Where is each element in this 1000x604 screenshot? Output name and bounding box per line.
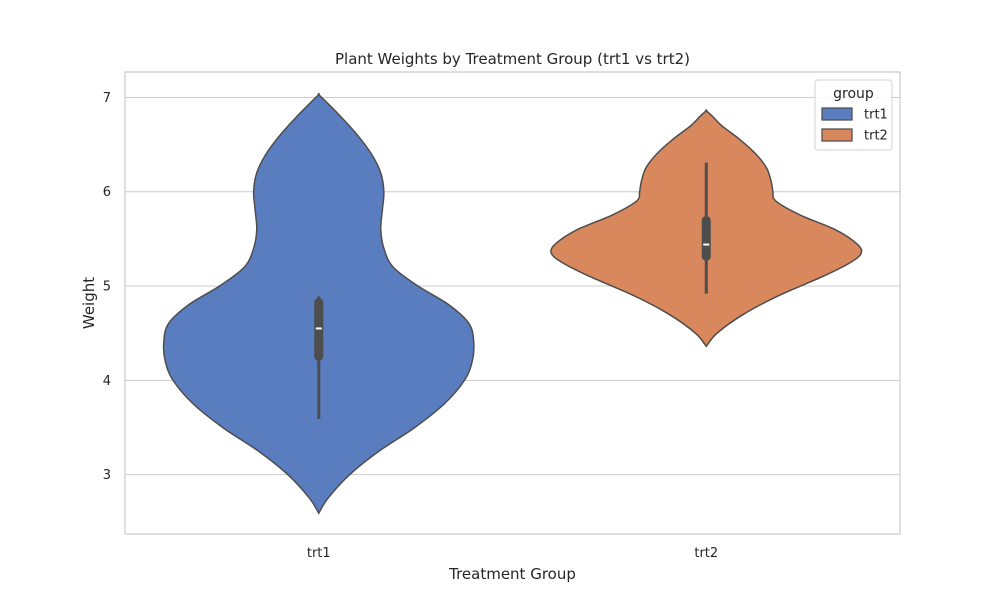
- y-tick-label-5: 5: [103, 280, 111, 295]
- legend-label-trt1: trt1: [864, 108, 888, 123]
- legend: group trt1 trt2: [814, 79, 893, 151]
- y-tick-label-4: 4: [103, 374, 111, 389]
- legend-title: group: [833, 86, 874, 102]
- y-tick-label-7: 7: [103, 91, 111, 106]
- x-tick-label-trt2: trt2: [694, 546, 718, 561]
- legend-label-trt2: trt2: [864, 129, 888, 144]
- legend-swatch-trt1: [821, 107, 853, 121]
- chart-title: Plant Weights by Treatment Group (trt1 v…: [335, 50, 690, 68]
- x-axis-label: Treatment Group: [448, 565, 576, 583]
- plot-frame: [124, 71, 901, 535]
- y-axis-label: Weight: [80, 277, 98, 329]
- x-tick-label-trt1: trt1: [307, 546, 331, 561]
- y-tick-label-3: 3: [103, 468, 111, 483]
- y-tick-label-6: 6: [103, 185, 111, 200]
- iqr-box-trt2: [701, 216, 711, 261]
- legend-swatch-trt2: [821, 128, 853, 142]
